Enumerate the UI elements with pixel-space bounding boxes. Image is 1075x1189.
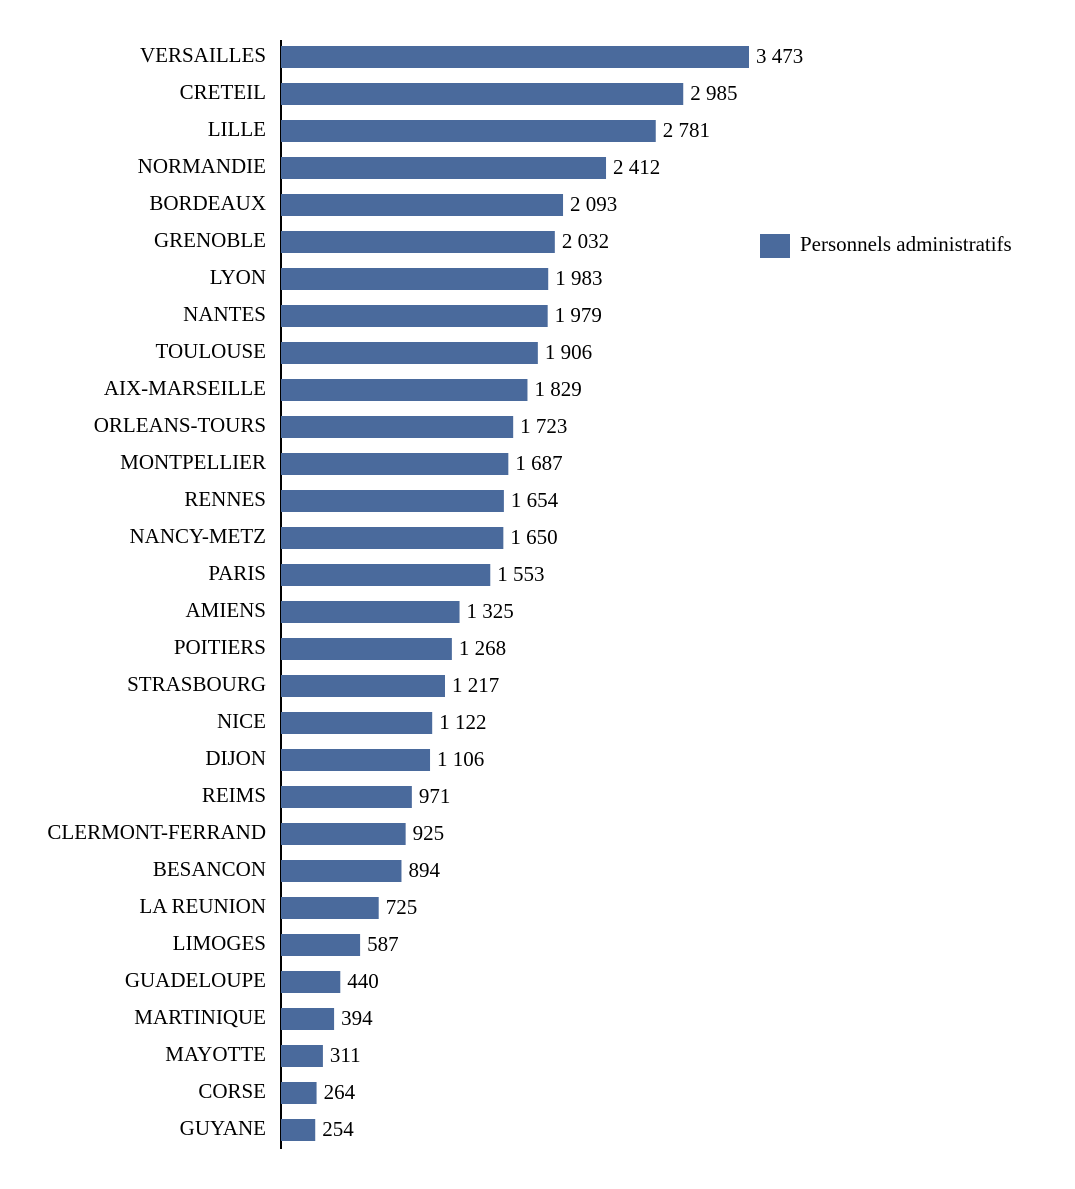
y-tick-label: MAYOTTE xyxy=(165,1042,266,1066)
data-label: 925 xyxy=(413,821,445,845)
y-tick-label: AIX-MARSEILLE xyxy=(104,376,266,400)
y-tick-label: NORMANDIE xyxy=(138,154,266,178)
data-label: 440 xyxy=(347,969,379,993)
data-label: 1 687 xyxy=(515,451,562,475)
y-tick-label: LILLE xyxy=(208,117,266,141)
bar xyxy=(281,897,379,919)
bar xyxy=(281,342,538,364)
data-label: 2 093 xyxy=(570,192,617,216)
y-tick-label: VERSAILLES xyxy=(140,43,266,67)
y-tick-label: PARIS xyxy=(208,561,266,585)
y-tick-label: RENNES xyxy=(184,487,266,511)
bar xyxy=(281,601,460,623)
data-label: 2 781 xyxy=(663,118,710,142)
bar xyxy=(281,490,504,512)
bar xyxy=(281,1045,323,1067)
bar xyxy=(281,231,555,253)
data-label: 1 979 xyxy=(555,303,602,327)
data-label: 254 xyxy=(322,1117,354,1141)
data-label: 1 650 xyxy=(510,525,557,549)
y-tick-label: NICE xyxy=(217,709,266,733)
y-tick-label: POITIERS xyxy=(174,635,266,659)
data-label: 1 268 xyxy=(459,636,506,660)
bar xyxy=(281,1082,317,1104)
data-label: 394 xyxy=(341,1006,373,1030)
bar xyxy=(281,83,684,105)
data-label: 3 473 xyxy=(756,44,803,68)
bar xyxy=(281,675,445,697)
y-tick-label: LYON xyxy=(210,265,266,289)
data-label: 2 032 xyxy=(562,229,609,253)
data-label: 2 985 xyxy=(690,81,737,105)
data-label: 1 325 xyxy=(467,599,514,623)
data-label: 311 xyxy=(330,1043,361,1067)
bar xyxy=(281,527,504,549)
bar xyxy=(281,1008,335,1030)
data-label: 1 122 xyxy=(439,710,486,734)
bar xyxy=(281,823,406,845)
bar xyxy=(281,268,549,290)
y-tick-label: BORDEAUX xyxy=(149,191,266,215)
y-tick-label: DIJON xyxy=(205,746,266,770)
data-label: 1 829 xyxy=(534,377,581,401)
legend-label: Personnels administratifs xyxy=(800,232,1012,256)
bar xyxy=(281,786,412,808)
bar xyxy=(281,749,431,771)
bar xyxy=(281,416,514,438)
bar xyxy=(281,971,341,993)
data-label: 894 xyxy=(408,858,440,882)
legend-swatch xyxy=(760,234,790,258)
bar xyxy=(281,638,452,660)
y-tick-label: STRASBOURG xyxy=(127,672,266,696)
data-label: 971 xyxy=(419,784,451,808)
data-label: 1 553 xyxy=(497,562,544,586)
bar xyxy=(281,712,433,734)
data-label: 1 983 xyxy=(555,266,602,290)
bar xyxy=(281,564,491,586)
data-label: 1 723 xyxy=(520,414,567,438)
bar xyxy=(281,46,749,68)
y-tick-label: LA REUNION xyxy=(139,894,266,918)
y-tick-label: GUADELOUPE xyxy=(125,968,266,992)
y-tick-label: BESANCON xyxy=(153,857,266,881)
bar xyxy=(281,194,564,216)
data-label: 587 xyxy=(367,932,399,956)
y-tick-label: TOULOUSE xyxy=(156,339,266,363)
data-label: 2 412 xyxy=(613,155,660,179)
y-tick-label: CLERMONT-FERRAND xyxy=(47,820,266,844)
y-tick-label: GUYANE xyxy=(180,1116,266,1140)
bar xyxy=(281,305,548,327)
y-tick-label: MARTINIQUE xyxy=(134,1005,266,1029)
y-tick-label: MONTPELLIER xyxy=(120,450,266,474)
data-label: 1 106 xyxy=(437,747,484,771)
data-label: 1 217 xyxy=(452,673,499,697)
y-tick-label: LIMOGES xyxy=(173,931,266,955)
bar xyxy=(281,157,607,179)
y-tick-label: NANCY-METZ xyxy=(130,524,267,548)
y-tick-label: NANTES xyxy=(183,302,266,326)
bar xyxy=(281,453,509,475)
y-tick-label: CORSE xyxy=(198,1079,266,1103)
y-tick-label: CRETEIL xyxy=(180,80,266,104)
bar xyxy=(281,934,361,956)
bar xyxy=(281,1119,316,1141)
bar xyxy=(281,860,402,882)
y-tick-label: REIMS xyxy=(202,783,266,807)
data-label: 1 654 xyxy=(511,488,559,512)
data-label: 264 xyxy=(324,1080,356,1104)
y-tick-label: AMIENS xyxy=(185,598,266,622)
bar xyxy=(281,120,656,142)
data-label: 725 xyxy=(386,895,418,919)
y-tick-label: GRENOBLE xyxy=(154,228,266,252)
y-tick-label: ORLEANS-TOURS xyxy=(94,413,266,437)
bar xyxy=(281,379,528,401)
data-label: 1 906 xyxy=(545,340,592,364)
